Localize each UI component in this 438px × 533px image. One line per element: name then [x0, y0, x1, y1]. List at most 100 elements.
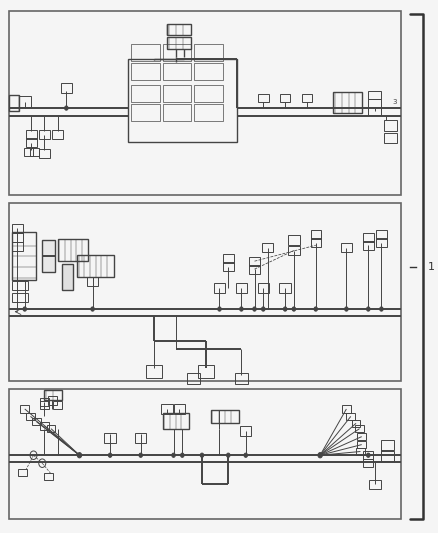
Bar [383, 120, 396, 131]
Bar [362, 233, 373, 242]
Bar [40, 422, 49, 430]
Bar [162, 85, 191, 102]
Circle shape [366, 453, 369, 457]
Bar [166, 23, 191, 35]
Bar [12, 233, 22, 242]
Circle shape [366, 307, 369, 311]
Bar [47, 397, 57, 405]
Circle shape [239, 307, 243, 311]
Bar [351, 419, 360, 427]
Bar [279, 93, 290, 102]
Bar [367, 91, 381, 99]
Bar [363, 459, 372, 467]
Bar [12, 232, 35, 280]
Bar [60, 83, 72, 93]
Bar [131, 104, 159, 122]
Circle shape [200, 453, 203, 457]
Circle shape [317, 453, 321, 458]
Bar [249, 265, 259, 273]
Bar [52, 130, 63, 139]
Bar [210, 410, 239, 423]
Bar [288, 235, 299, 245]
Bar [213, 283, 225, 293]
Bar [24, 149, 32, 156]
Bar [381, 440, 393, 450]
Bar [77, 255, 114, 277]
Circle shape [283, 307, 286, 311]
Bar [127, 59, 237, 142]
Bar [44, 473, 53, 480]
Bar [39, 130, 49, 139]
Bar [194, 104, 222, 122]
Bar [131, 85, 159, 102]
Circle shape [23, 307, 26, 311]
Bar [30, 149, 39, 156]
Bar [367, 99, 381, 107]
Bar [131, 63, 159, 80]
Bar [104, 433, 116, 442]
Bar [135, 433, 146, 442]
Bar [87, 277, 98, 286]
Bar [32, 418, 41, 425]
Text: 3: 3 [392, 99, 396, 104]
Bar [375, 238, 386, 247]
Bar [166, 37, 191, 49]
Circle shape [226, 453, 230, 457]
Circle shape [77, 453, 81, 458]
Bar [367, 107, 381, 115]
Bar [53, 401, 62, 409]
Bar [42, 240, 55, 272]
Bar [257, 283, 268, 293]
Bar [39, 149, 49, 158]
Bar [198, 365, 214, 378]
Bar [368, 480, 380, 489]
Bar [62, 264, 73, 290]
Bar [279, 283, 290, 293]
Bar [355, 448, 364, 455]
Bar [12, 242, 22, 251]
Bar [46, 425, 55, 432]
Bar [362, 241, 373, 249]
Bar [26, 138, 36, 147]
Circle shape [244, 453, 247, 457]
Bar [162, 104, 191, 122]
Bar [162, 413, 188, 429]
Bar [194, 85, 222, 102]
Bar [223, 254, 233, 263]
Bar [346, 413, 354, 420]
Bar [240, 426, 251, 436]
Bar [301, 93, 311, 102]
Bar [310, 230, 320, 239]
Bar [173, 404, 184, 414]
Bar [363, 451, 372, 459]
Bar [12, 281, 28, 290]
Bar [310, 238, 320, 247]
Bar [262, 244, 272, 252]
Bar [18, 469, 27, 477]
Circle shape [313, 307, 317, 311]
Bar [39, 398, 49, 406]
Bar [162, 44, 191, 61]
Circle shape [171, 453, 175, 457]
Bar [12, 293, 28, 302]
Circle shape [108, 453, 112, 457]
Circle shape [252, 307, 256, 311]
Bar [235, 283, 247, 293]
Bar [354, 425, 363, 432]
Bar [383, 133, 396, 143]
Bar [10, 95, 19, 111]
Bar [375, 230, 386, 239]
Bar [332, 92, 361, 113]
Bar [44, 390, 62, 400]
Bar [258, 93, 268, 102]
Bar [39, 401, 49, 409]
Bar [357, 441, 365, 448]
Text: 1: 1 [426, 262, 433, 271]
Circle shape [64, 106, 68, 110]
Bar [162, 63, 191, 80]
Bar [249, 257, 259, 265]
Bar [20, 405, 29, 413]
Circle shape [180, 453, 184, 457]
Bar [131, 44, 159, 61]
Bar [340, 244, 351, 252]
